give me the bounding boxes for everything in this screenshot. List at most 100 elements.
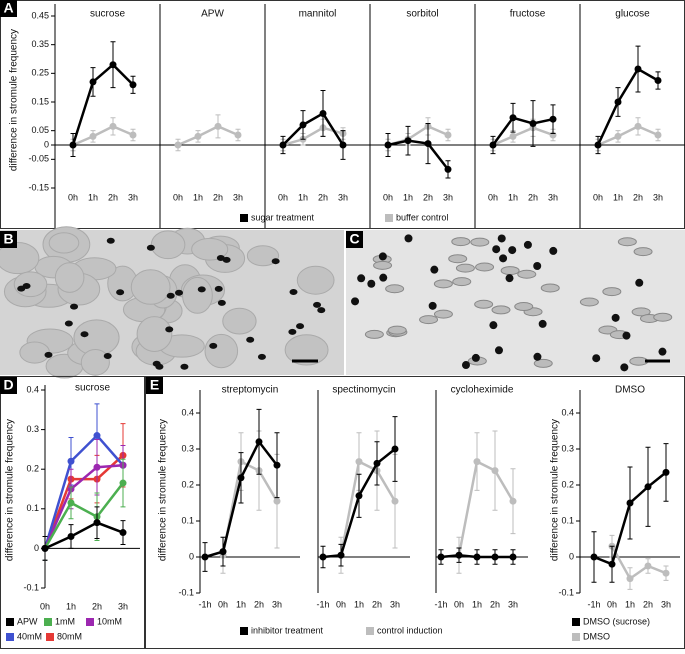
legend-label: 80mM xyxy=(57,631,82,641)
plastid xyxy=(633,247,653,257)
y-tick-label: 0.3 xyxy=(181,443,194,453)
x-tick-label: -1h xyxy=(198,599,211,609)
plastid xyxy=(175,289,184,296)
x-tick-label: 2h xyxy=(108,192,118,202)
y-tick-label: -0.05 xyxy=(28,154,49,164)
data-point xyxy=(444,131,452,139)
series-line xyxy=(339,459,397,556)
y-tick-label: -0.15 xyxy=(28,182,49,192)
panel-label: B xyxy=(3,231,13,247)
legend-swatch xyxy=(366,627,374,635)
x-tick-label: 2h xyxy=(423,192,433,202)
plastid xyxy=(166,292,175,299)
plastid xyxy=(378,252,387,261)
cell xyxy=(284,334,329,366)
data-point xyxy=(237,474,245,482)
data-point xyxy=(119,529,127,537)
x-tick-label: 0h xyxy=(488,192,498,202)
series-line xyxy=(43,433,124,549)
y-tick-label: 0.1 xyxy=(561,515,574,525)
x-tick-label: 1h xyxy=(625,599,635,609)
y-tick-label: 0.45 xyxy=(31,10,49,20)
y-tick-label: 0.4 xyxy=(561,407,574,417)
data-point xyxy=(67,499,75,507)
x-tick-label: 3h xyxy=(508,599,518,609)
series-line xyxy=(177,124,239,147)
plastid xyxy=(209,342,218,349)
plastid xyxy=(517,269,537,279)
x-tick-label: 3h xyxy=(661,599,671,609)
data-point xyxy=(594,141,602,149)
x-tick-label: 0h xyxy=(218,599,228,609)
plastid xyxy=(80,331,89,338)
y-tick-label: 0.4 xyxy=(181,407,194,417)
data-point xyxy=(473,553,481,561)
legend-swatch xyxy=(385,214,393,222)
data-point xyxy=(201,553,209,561)
y-tick-label: -0.1 xyxy=(558,587,574,597)
data-point xyxy=(614,132,622,140)
data-point xyxy=(255,438,263,446)
plastid xyxy=(540,283,560,293)
data-point xyxy=(337,551,345,559)
data-point xyxy=(69,141,77,149)
cell xyxy=(0,242,40,275)
subplot-title: sucrose xyxy=(75,383,110,394)
data-point xyxy=(590,553,598,561)
plastid xyxy=(64,320,73,327)
plastid xyxy=(533,352,542,361)
cell xyxy=(130,269,171,305)
plastid xyxy=(289,289,298,296)
plastid xyxy=(455,263,475,273)
x-tick-label: -1h xyxy=(434,599,447,609)
plastid xyxy=(257,353,266,360)
plastid xyxy=(653,312,673,322)
data-point xyxy=(529,120,537,127)
data-point xyxy=(509,132,517,140)
cell xyxy=(150,230,186,260)
legend-swatch xyxy=(240,627,248,635)
subplot-title: glucose xyxy=(615,9,650,20)
panel-badge xyxy=(146,377,163,394)
micrograph xyxy=(346,230,685,375)
legend-label: inhibitor treatment xyxy=(251,625,324,635)
legend-label: 1mM xyxy=(55,616,75,626)
plastid xyxy=(602,287,622,297)
data-point xyxy=(273,461,281,469)
x-tick-label: 0h xyxy=(68,192,78,202)
plastid xyxy=(475,262,495,272)
plastid xyxy=(611,313,620,322)
series-line xyxy=(492,126,554,147)
x-tick-label: 1h xyxy=(193,192,203,202)
x-tick-label: 0h xyxy=(454,599,464,609)
plastid xyxy=(523,240,532,249)
data-point xyxy=(279,141,287,149)
data-point xyxy=(355,492,363,500)
x-tick-label: 0h xyxy=(40,601,50,611)
cell xyxy=(19,341,51,364)
subplot-title: mannitol xyxy=(299,9,337,20)
plastid xyxy=(448,254,468,264)
panel-badge xyxy=(0,231,17,248)
x-tick-label: 3h xyxy=(548,192,558,202)
y-tick-label: 0.05 xyxy=(31,125,49,135)
x-tick-label: 2h xyxy=(372,599,382,609)
y-tick-label: 0.2 xyxy=(26,464,39,474)
cell xyxy=(54,262,85,293)
series-line xyxy=(597,124,659,147)
x-tick-label: 2h xyxy=(318,192,328,202)
plastid xyxy=(155,363,164,370)
plastid xyxy=(505,274,514,283)
x-tick-label: 1h xyxy=(403,192,413,202)
plastid xyxy=(404,234,413,243)
data-point xyxy=(119,479,127,487)
cells xyxy=(0,226,673,379)
data-point xyxy=(214,122,222,130)
plastid xyxy=(489,321,498,330)
data-point xyxy=(391,445,399,453)
legend-label: 40mM xyxy=(17,631,42,641)
x-tick-label: 0h xyxy=(593,192,603,202)
cell xyxy=(191,237,229,261)
x-tick-label: 3h xyxy=(443,192,453,202)
